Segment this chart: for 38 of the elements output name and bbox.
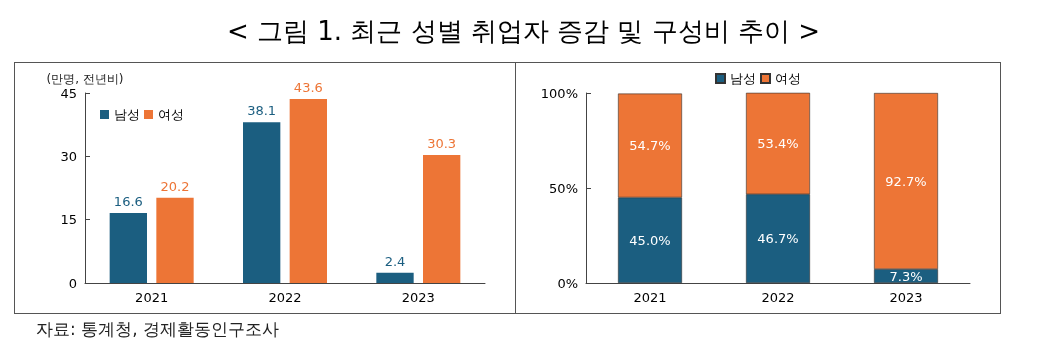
y-tick-label: 50% (549, 180, 578, 196)
data-label: 92.7% (885, 173, 927, 189)
y-tick-label: 30 (60, 148, 77, 164)
bar (243, 122, 281, 283)
data-label: 45.0% (629, 232, 671, 248)
y-tick-label: 15 (60, 212, 77, 228)
y-tick-label: 0 (68, 275, 77, 291)
data-label: 54.7% (629, 138, 671, 154)
data-label: 53.4% (757, 136, 799, 152)
data-label: 16.6 (113, 193, 143, 209)
data-label: 30.3 (427, 136, 457, 152)
bar (156, 197, 194, 283)
chart-title: < 그림 1. 최근 성별 취업자 증감 및 구성비 추이 > (226, 15, 821, 48)
x-tick-label: 2021 (633, 290, 667, 305)
data-label: 7.3% (889, 268, 923, 284)
text: 자료: 통계청, 경제활동인구조사 (36, 318, 279, 341)
y-tick-label: 0% (557, 275, 578, 291)
y-tick-label: 45 (60, 85, 77, 101)
legend-label: 여성 (158, 107, 184, 122)
x-tick-label: 2023 (889, 290, 923, 305)
bar (376, 272, 414, 283)
data-label: 2.4 (384, 253, 406, 269)
legend-label: 여성 (775, 71, 801, 86)
x-tick-label: 2022 (268, 290, 302, 305)
bar (423, 155, 461, 283)
x-tick-label: 2021 (135, 290, 169, 305)
x-tick-label: 2022 (761, 290, 795, 305)
legend-label: 남성 (730, 71, 756, 86)
x-tick-label: 2023 (401, 290, 435, 305)
bar (109, 212, 147, 283)
data-label: 20.2 (160, 178, 190, 194)
data-label: 46.7% (757, 231, 799, 247)
bar (289, 98, 327, 283)
y-axis-title: (만명, 전년비) (46, 72, 124, 86)
data-label: 43.6 (293, 79, 323, 95)
data-label: 38.1 (247, 103, 277, 119)
legend-label: 남성 (114, 107, 140, 122)
y-tick-label: 100% (540, 85, 578, 101)
